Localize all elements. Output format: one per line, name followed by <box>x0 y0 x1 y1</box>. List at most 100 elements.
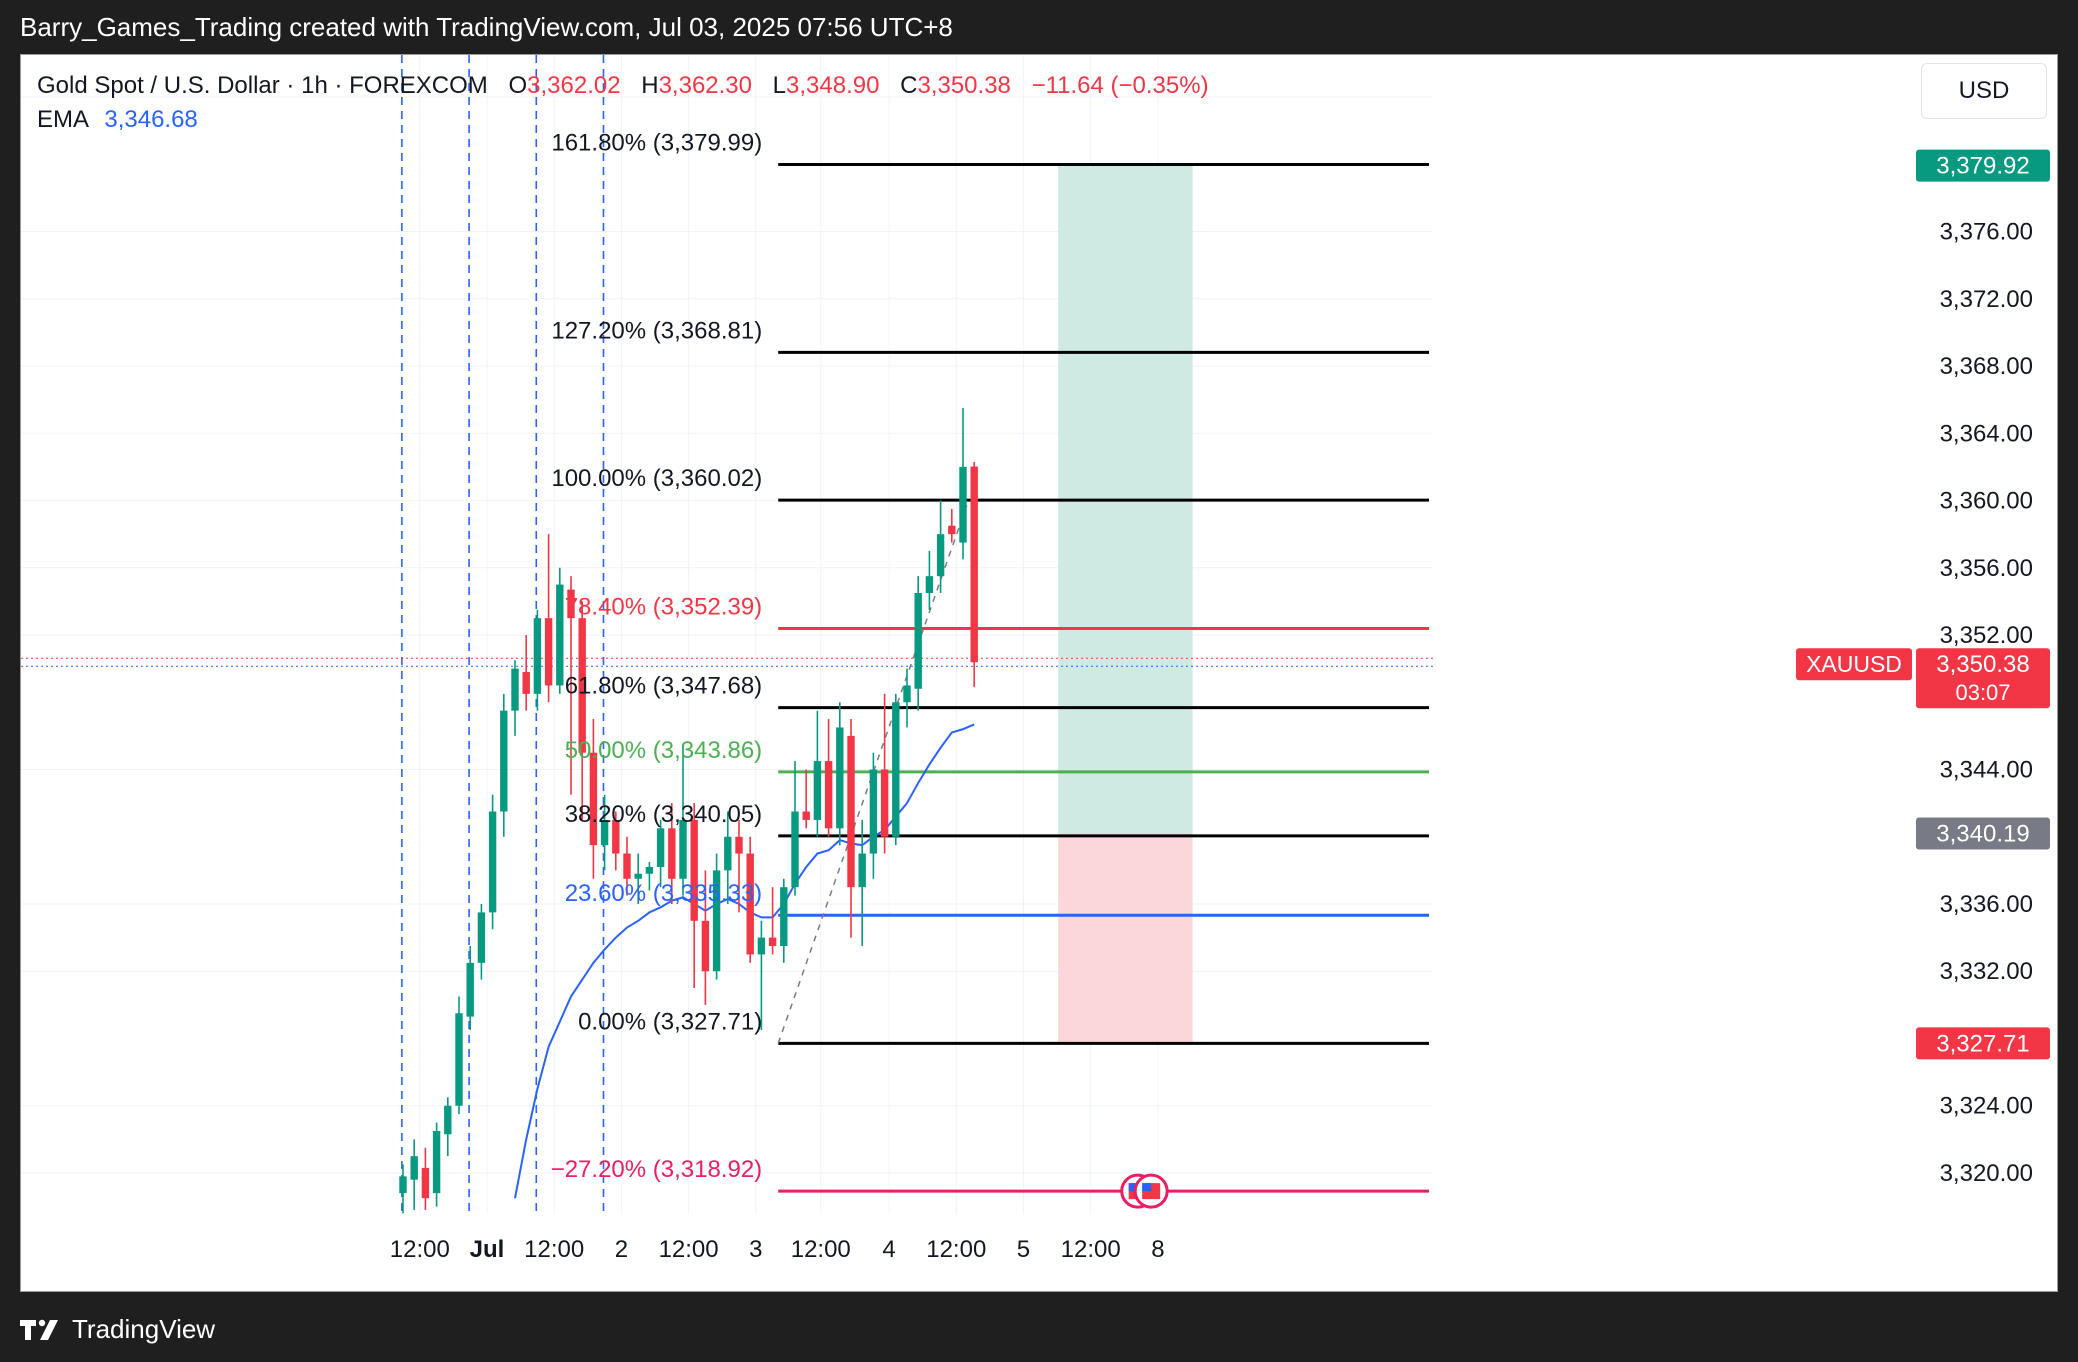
candle-up[interactable] <box>780 887 788 947</box>
symbol-title[interactable]: Gold Spot / U.S. Dollar · 1h · FOREXCOM <box>37 72 488 99</box>
candle-up[interactable] <box>791 811 799 888</box>
candle-up[interactable] <box>600 819 609 846</box>
footer: TradingView <box>0 1292 2078 1362</box>
candle-up[interactable] <box>410 1156 418 1180</box>
candle-down[interactable] <box>701 920 710 972</box>
brand-name: TradingView <box>72 1314 216 1344</box>
candle-up[interactable] <box>959 466 967 543</box>
candle-down[interactable] <box>544 618 553 686</box>
candle-down[interactable] <box>623 853 631 879</box>
time-axis[interactable] <box>21 1215 2057 1291</box>
time-tick-label: 8 <box>1151 1236 1164 1263</box>
last-price-text: 3,350.38 <box>1936 651 2029 678</box>
symbol-badge-text: XAUUSD <box>1806 651 1902 677</box>
low-label: L <box>772 72 787 99</box>
candle-up[interactable] <box>634 873 642 879</box>
ema-line[interactable] <box>514 723 975 1199</box>
last-price-badge[interactable] <box>1916 648 2050 709</box>
candle-up[interactable] <box>444 1105 452 1135</box>
price-tick-label: 3,372.00 <box>1940 286 2033 313</box>
candle-down[interactable] <box>802 811 810 820</box>
high-value: 3,362.30 <box>658 72 752 99</box>
chart-caption: Barry_Games_Trading created with Trading… <box>20 12 953 42</box>
price-tick-label: 3,364.00 <box>1940 420 2033 447</box>
price-badge-text: 3,327.71 <box>1936 1030 2029 1057</box>
price-badge-text: 3,379.92 <box>1936 153 2029 180</box>
candle-up[interactable] <box>511 668 519 711</box>
time-tick-label: 12:00 <box>926 1236 986 1263</box>
price-tick-label: 3,360.00 <box>1940 488 2033 515</box>
candle-down[interactable] <box>880 769 889 837</box>
high-label: H <box>641 72 659 99</box>
candle-up[interactable] <box>836 727 844 829</box>
candle-up[interactable] <box>645 867 654 874</box>
candle-up[interactable] <box>925 576 934 593</box>
symbol-badge[interactable] <box>1796 648 1912 681</box>
fib-level-label: 161.80% (3,379.99) <box>551 129 762 156</box>
time-tick-label: 3 <box>749 1236 762 1263</box>
price-badge-text: 3,340.19 <box>1936 821 2029 848</box>
time-tick-label: 5 <box>1017 1236 1030 1263</box>
flag-canton <box>1128 1183 1138 1192</box>
close-label: C <box>900 72 918 99</box>
flag-canton <box>1142 1183 1152 1192</box>
stop-loss-zone[interactable] <box>1058 833 1193 1044</box>
price-chart[interactable]: 161.80% (3,379.99) 127.20% (3,368.81) 100.… <box>21 55 2057 1291</box>
candle-up[interactable] <box>500 710 508 812</box>
candle-down[interactable] <box>567 589 575 619</box>
candle-down[interactable] <box>612 819 620 854</box>
candle-down[interactable] <box>668 828 676 879</box>
candle-up[interactable] <box>679 819 687 879</box>
price-tick-label: 3,320.00 <box>1940 1160 2033 1187</box>
fib-level-label: 38.20% (3,340.05) <box>565 801 762 828</box>
tradingview-logo[interactable]: TradingView <box>20 1314 215 1345</box>
currency-button[interactable]: USD <box>1921 63 2047 119</box>
price-tick-label: 3,344.00 <box>1940 756 2033 783</box>
candle-down[interactable] <box>578 618 586 753</box>
candle-up[interactable] <box>712 870 721 972</box>
candle-down[interactable] <box>735 836 743 854</box>
candle-up[interactable] <box>903 685 911 703</box>
candle-up[interactable] <box>466 962 474 1017</box>
time-tick-label: Jul <box>470 1236 505 1263</box>
candle-down[interactable] <box>948 525 956 535</box>
candle-down[interactable] <box>847 735 855 888</box>
candle-down[interactable] <box>690 819 698 921</box>
chart-pane[interactable]: Gold Spot / U.S. Dollar · 1h · FOREXCOM … <box>20 54 2058 1292</box>
candle-up[interactable] <box>432 1130 441 1194</box>
candle-up[interactable] <box>914 592 922 689</box>
candle-up[interactable] <box>455 1013 463 1106</box>
candle-up[interactable] <box>757 937 766 955</box>
candle-down[interactable] <box>824 761 833 829</box>
candle-up[interactable] <box>869 769 878 854</box>
symbol-legend: Gold Spot / U.S. Dollar · 1h · FOREXCOM … <box>37 69 1209 137</box>
candle-up[interactable] <box>813 761 822 820</box>
ohlc-row: Gold Spot / U.S. Dollar · 1h · FOREXCOM … <box>37 69 1209 103</box>
candle-up[interactable] <box>488 811 497 913</box>
price-badge[interactable] <box>1916 817 2050 850</box>
candle-down[interactable] <box>522 671 530 694</box>
candle-down[interactable] <box>421 1167 430 1199</box>
candle-up[interactable] <box>477 912 486 963</box>
open-label: O <box>508 72 528 99</box>
candle-down[interactable] <box>746 853 754 955</box>
price-badge[interactable] <box>1916 1027 2050 1060</box>
candle-down[interactable] <box>589 752 598 846</box>
candle-up[interactable] <box>936 534 945 577</box>
price-badge[interactable] <box>1916 149 2050 182</box>
candle-up[interactable] <box>858 853 866 888</box>
price-tick-label: 3,368.00 <box>1940 353 2033 380</box>
time-tick-label: 2 <box>615 1236 628 1263</box>
ema-label[interactable]: EMA <box>37 106 88 133</box>
candle-up[interactable] <box>399 1176 407 1194</box>
open-value: 3,362.02 <box>527 72 621 99</box>
candle-up[interactable] <box>892 702 900 837</box>
candle-up[interactable] <box>724 836 732 871</box>
candle-down[interactable] <box>768 937 777 947</box>
candle-up[interactable] <box>556 584 564 686</box>
candle-up[interactable] <box>656 828 665 867</box>
candle-down[interactable] <box>970 466 978 663</box>
fib-level-label: 0.00% (3,327.71) <box>578 1008 762 1035</box>
candle-up[interactable] <box>533 618 542 694</box>
time-tick-label: 12:00 <box>390 1236 450 1263</box>
